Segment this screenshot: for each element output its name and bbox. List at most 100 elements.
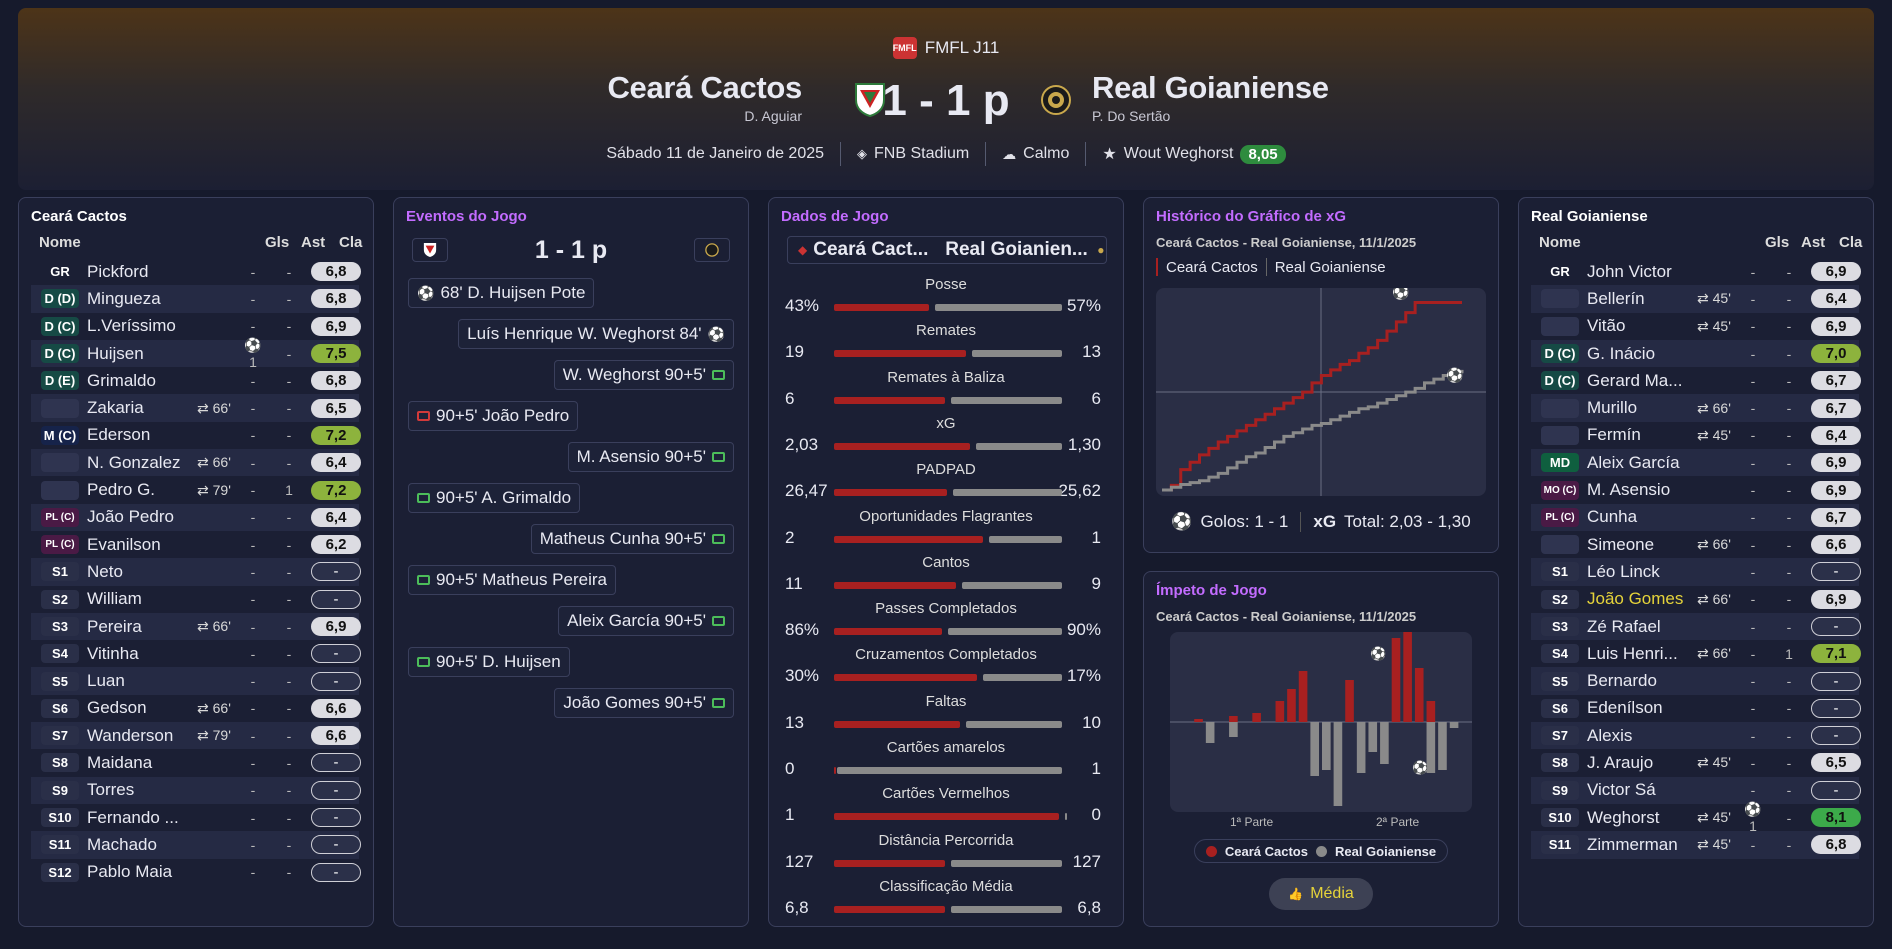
away-team-name[interactable]: Real Goianiense [1092, 70, 1329, 105]
player-name[interactable]: Weghorst [1587, 807, 1660, 827]
player-name[interactable]: Gedson [87, 698, 147, 718]
player-name[interactable]: William [87, 589, 142, 609]
player-row[interactable]: S7 Alexis - - - [1531, 722, 1861, 750]
event-item[interactable]: 90+5' Matheus Pereira [408, 565, 616, 595]
player-row[interactable]: S1 Léo Linck - - - [1531, 558, 1861, 586]
goal-marker-icon[interactable]: ⚽ [1445, 367, 1463, 384]
player-name[interactable]: Evanilson [87, 534, 161, 554]
player-name[interactable]: Luis Henri... [1587, 643, 1678, 663]
player-row[interactable]: PL (C) Evanilson - - 6,2 [31, 531, 361, 558]
xg-line-away[interactable] [1162, 369, 1464, 492]
player-row[interactable]: D (C) Huijsen ⚽1 - 7,5 [31, 337, 361, 370]
momentum-bar-away[interactable] [1438, 722, 1447, 770]
momentum-bar-home[interactable] [1403, 632, 1412, 722]
event-item[interactable]: Matheus Cunha 90+5' [530, 524, 734, 554]
player-name[interactable]: John Victor [1587, 261, 1672, 281]
player-row[interactable]: MO (C) M. Asensio - - 6,9 [1531, 476, 1861, 503]
player-name[interactable]: Gerard Ma... [1587, 370, 1683, 390]
player-name[interactable]: Ederson [87, 425, 151, 445]
player-name[interactable]: Alexis [1587, 725, 1633, 745]
player-row[interactable]: S5 Bernardo - - - [1531, 667, 1861, 695]
player-name[interactable]: Pereira [87, 616, 142, 636]
player-row[interactable]: Fermín ⇄ 45' - - 6,4 [1531, 422, 1861, 449]
player-name[interactable]: Léo Linck [1587, 561, 1660, 581]
home-team[interactable]: Ceará Cactos D. Aguiar [607, 70, 802, 124]
player-row[interactable]: S6 Edenílson - - - [1531, 695, 1861, 722]
player-name[interactable]: Fermín [1587, 425, 1641, 445]
player-name[interactable]: Mingueza [87, 288, 161, 308]
player-row[interactable]: S9 Torres - - - [31, 776, 361, 804]
player-name[interactable]: Luan [87, 671, 125, 691]
momentum-bar-home[interactable] [1229, 716, 1238, 722]
stats-away-tab[interactable]: Real Goianien... [945, 239, 1088, 260]
event-item[interactable]: João Gomes 90+5' [554, 688, 734, 718]
player-name[interactable]: Grimaldo [87, 370, 156, 390]
legend-home[interactable]: Ceará Cactos [1166, 258, 1258, 276]
player-row[interactable]: Simeone ⇄ 66' - - 6,6 [1531, 531, 1861, 558]
player-row[interactable]: S1 Neto - - - [31, 558, 361, 586]
player-name[interactable]: N. Gonzalez [87, 452, 181, 472]
player-row[interactable]: S5 Luan - - - [31, 667, 361, 695]
player-row[interactable]: D (D) Mingueza - - 6,8 [31, 285, 361, 313]
event-item[interactable]: Aleix García 90+5' [558, 606, 734, 636]
average-button[interactable]: 👍 Média [1269, 878, 1373, 910]
momentum-bar-away[interactable] [1205, 722, 1215, 743]
momentum-bar-away[interactable] [1380, 722, 1389, 764]
player-name[interactable]: L.Veríssimo [87, 316, 176, 336]
player-row[interactable]: Murillo ⇄ 66' - - 6,7 [1531, 394, 1861, 422]
home-team-name[interactable]: Ceará Cactos [607, 70, 802, 105]
player-of-match[interactable]: Wout Weghorst [1123, 145, 1234, 162]
player-name[interactable]: Maidana [87, 752, 153, 772]
player-row[interactable]: Bellerín ⇄ 45' - - 6,4 [1531, 285, 1861, 313]
momentum-bar-home[interactable] [1345, 680, 1354, 722]
event-item[interactable]: W. Weghorst 90+5' [553, 360, 734, 390]
momentum-bar-home[interactable] [1194, 719, 1203, 722]
event-item[interactable]: 90+5' João Pedro [408, 401, 579, 431]
player-row[interactable]: MD Aleix García - - 6,9 [1531, 449, 1861, 477]
momentum-bar-home[interactable] [1252, 713, 1261, 722]
momentum-bar-home[interactable] [1414, 668, 1424, 722]
legend-away[interactable]: Real Goianiense [1274, 258, 1386, 276]
player-row[interactable]: S11 Machado - - - [31, 831, 361, 859]
player-row[interactable]: D (C) Gerard Ma... - - 6,7 [1531, 367, 1861, 394]
player-row[interactable]: S10 Fernando ... - - - [31, 804, 361, 831]
player-name[interactable]: Torres [87, 780, 135, 800]
goal-marker-icon[interactable]: ⚽ [1411, 760, 1428, 775]
player-row[interactable]: M (C) Ederson - - 7,2 [31, 422, 361, 449]
momentum-bar-home[interactable] [1391, 638, 1401, 722]
player-row[interactable]: S9 Victor Sá - - - [1531, 776, 1861, 804]
player-name[interactable]: Zimmerman [1587, 834, 1678, 854]
player-row[interactable]: GR John Victor - - 6,9 [1531, 258, 1861, 285]
player-name[interactable]: Zakaria [87, 398, 144, 418]
momentum-bar-away[interactable] [1426, 722, 1436, 773]
momentum-bar-home[interactable] [1298, 671, 1308, 722]
momentum-bar-away[interactable] [1449, 722, 1459, 728]
player-row[interactable]: GR Pickford - - 6,8 [31, 258, 361, 285]
player-row[interactable]: Pedro G. ⇄ 79' - 1 7,2 [31, 476, 361, 503]
goal-marker-icon[interactable]: ⚽ [1391, 288, 1409, 301]
home-crest-icon[interactable] [854, 82, 886, 118]
player-row[interactable]: S7 Wanderson ⇄ 79' - - 6,6 [31, 722, 361, 750]
legend-home[interactable]: Ceará Cactos [1224, 843, 1308, 859]
player-name[interactable]: Pickford [87, 261, 149, 281]
player-name[interactable]: Simeone [1587, 534, 1655, 554]
player-row[interactable]: S6 Gedson ⇄ 66' - - 6,6 [31, 695, 361, 722]
momentum-bar-away[interactable] [1322, 722, 1331, 770]
player-name[interactable]: Vitinha [87, 643, 139, 663]
player-row[interactable]: S8 Maidana - - - [31, 749, 361, 776]
momentum-bar-away[interactable] [1368, 722, 1378, 752]
momentum-bar-away[interactable] [1356, 722, 1366, 773]
player-row[interactable]: S10 Weghorst ⇄ 45' ⚽1 - 8,1 [1531, 801, 1861, 834]
momentum-bar-away[interactable] [1310, 722, 1319, 776]
momentum-bar-home[interactable] [1426, 701, 1436, 722]
xg-line-home[interactable] [1162, 300, 1462, 492]
player-row[interactable]: S2 William - - - [31, 586, 361, 613]
player-name[interactable]: Vitão [1587, 316, 1626, 336]
player-name[interactable]: Huijsen [87, 343, 144, 363]
player-name[interactable]: Pablo Maia [87, 862, 173, 882]
player-row[interactable]: D (C) L.Veríssimo - - 6,9 [31, 313, 361, 340]
player-row[interactable]: S8 J. Araujo ⇄ 45' - - 6,5 [1531, 749, 1861, 776]
momentum-bar-away[interactable] [1333, 722, 1343, 806]
momentum-bar-home[interactable] [1275, 701, 1285, 722]
event-item[interactable]: M. Asensio 90+5' [567, 442, 734, 472]
